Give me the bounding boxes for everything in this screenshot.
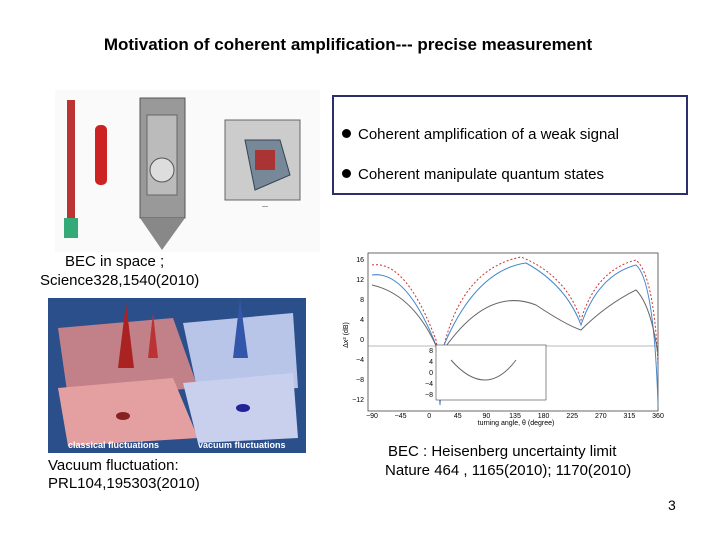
tick-label: 0 xyxy=(427,413,431,420)
tick-label: 0 xyxy=(429,370,433,377)
tick-label: −4 xyxy=(425,381,433,388)
tick-label: 270 xyxy=(595,413,607,420)
tick-label: 135 xyxy=(509,413,521,420)
tick-label: −8 xyxy=(356,377,364,384)
bullet: Coherent amplification of a weak signal xyxy=(342,126,619,143)
tick-label: 225 xyxy=(566,413,578,420)
tick-label: 8 xyxy=(360,297,364,304)
bullet-box: Coherent amplification of a weak signal … xyxy=(332,95,688,195)
caption: BEC in space ; xyxy=(65,253,165,270)
tick-label: 360 xyxy=(652,413,664,420)
tick-label: 315 xyxy=(624,413,636,420)
bullet-text: Coherent manipulate quantum states xyxy=(358,166,604,183)
caption: PRL104,195303(2010) xyxy=(48,475,200,492)
tick-label: −4 xyxy=(356,357,364,364)
bullet: Coherent manipulate quantum states xyxy=(342,166,604,183)
caption: Science328,1540(2010) xyxy=(40,272,200,289)
caption: Nature 464 , 1165(2010); 1170(2010) xyxy=(385,462,632,479)
apparatus-figure: — xyxy=(55,90,320,252)
y-axis-label: Δx² (dB) xyxy=(343,322,350,348)
tick-label: 8 xyxy=(429,348,433,355)
page-number: 3 xyxy=(668,497,676,513)
tick-label: −45 xyxy=(395,413,407,420)
tick-label: 0 xyxy=(360,337,364,344)
slide-title: Motivation of coherent amplification--- … xyxy=(103,35,593,54)
svg-text:—: — xyxy=(262,204,268,210)
figure-label: classical fluctuations xyxy=(68,440,159,450)
tick-label: 12 xyxy=(356,277,364,284)
tick-label: 45 xyxy=(454,413,462,420)
tick-label: 90 xyxy=(483,413,491,420)
tick-label: 16 xyxy=(356,257,364,264)
bullet-text: Coherent amplification of a weak signal xyxy=(358,126,619,143)
vacuum-figure: classical fluctuations vacuum fluctuatio… xyxy=(48,298,306,453)
x-axis-label: turning angle, θ (degree) xyxy=(478,420,555,427)
figure-label: vacuum fluctuations xyxy=(198,440,286,450)
caption: BEC : Heisenberg uncertainty limit xyxy=(388,443,617,460)
caption: Vacuum fluctuation: xyxy=(48,457,179,474)
tick-label: −8 xyxy=(425,392,433,399)
tick-label: 4 xyxy=(429,359,433,366)
squeezing-figure: −90 −45 0 45 90 135 180 225 270 315 360 16 12 8 4 0 −4 −8… xyxy=(343,252,664,427)
tick-label: −90 xyxy=(366,413,378,420)
tick-label: 4 xyxy=(360,317,364,324)
tick-label: −12 xyxy=(352,397,364,404)
tick-label: 180 xyxy=(538,413,550,420)
